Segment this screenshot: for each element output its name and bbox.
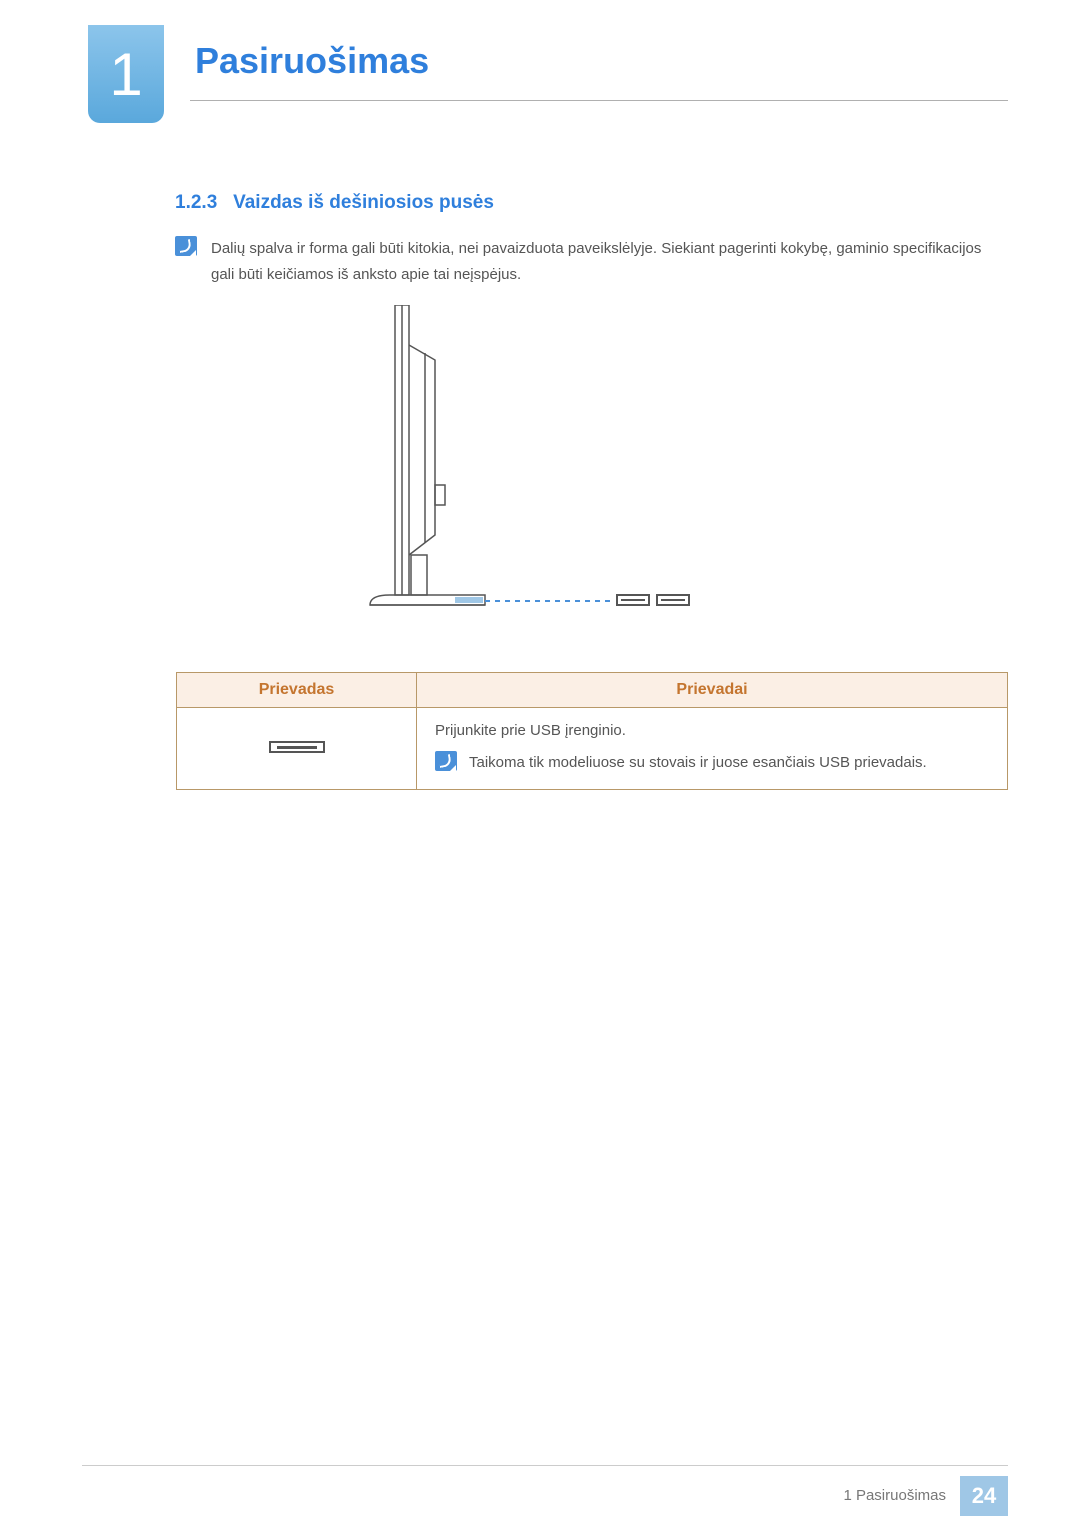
section-title: Vaizdas iš dešiniosios pusės [233, 192, 494, 213]
note-icon [435, 751, 457, 771]
ports-table: Prievadas Prievadai Prijunkite prie USB … [176, 672, 1008, 790]
chapter-title: Pasiruošimas [195, 40, 429, 82]
monitor-side-diagram [365, 305, 715, 645]
chapter-number: 1 [109, 40, 142, 109]
note-block: Dalių spalva ir forma gali būti kitokia,… [175, 236, 1005, 287]
port-desc-main: Prijunkite prie USB įrenginio. [435, 722, 989, 739]
port-desc-cell: Prijunkite prie USB įrenginio. Taikoma t… [417, 708, 1008, 790]
table-row: Prijunkite prie USB įrenginio. Taikoma t… [177, 708, 1008, 790]
table-header-row: Prievadas Prievadai [177, 673, 1008, 708]
footer-page-number: 24 [960, 1476, 1008, 1516]
note-icon [175, 236, 197, 256]
page-footer: 1 Pasiruošimas 24 [82, 1465, 1008, 1505]
note-text: Dalių spalva ir forma gali būti kitokia,… [211, 236, 1005, 287]
section-number: 1.2.3 [175, 192, 217, 213]
port-cell [177, 708, 417, 790]
usb-port-icon [269, 741, 325, 753]
chapter-tab: 1 [88, 25, 164, 123]
header-rule [190, 100, 1008, 101]
footer-text: 1 Pasiruošimas [843, 1487, 946, 1504]
port-desc-note-text: Taikoma tik modeliuose su stovais ir juo… [469, 751, 927, 775]
section-heading: 1.2.3 Vaizdas iš dešiniosios pusės [175, 192, 494, 214]
table-header-port: Prievadas [177, 673, 417, 708]
table-header-ports: Prievadai [417, 673, 1008, 708]
port-desc-note: Taikoma tik modeliuose su stovais ir juo… [435, 751, 989, 775]
